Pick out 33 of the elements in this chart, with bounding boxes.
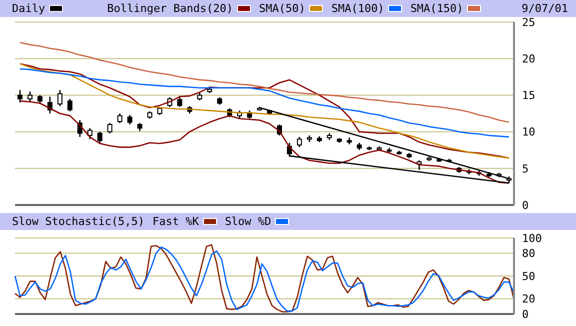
legend-label: SMA(50) bbox=[258, 2, 306, 15]
y-tick-label: 25 bbox=[522, 16, 536, 29]
y-tick-label: 20 bbox=[522, 292, 536, 306]
line-series bbox=[19, 42, 510, 123]
candlestick bbox=[107, 122, 112, 134]
candlestick bbox=[18, 89, 22, 104]
chart-title: Slow Stochastic(5,5) bbox=[12, 215, 144, 228]
y-tick-label: 20 bbox=[522, 52, 536, 66]
chart-title: Daily bbox=[12, 2, 46, 15]
y-tick-label: 50 bbox=[522, 270, 536, 283]
candlestick bbox=[97, 131, 102, 144]
legend-label: Bollinger Bands(20) bbox=[107, 2, 233, 15]
legend-label: Slow %D bbox=[224, 215, 272, 228]
legend-label: Fast %K bbox=[152, 215, 199, 228]
legend-label: SMA(100) bbox=[331, 2, 384, 15]
candlestick bbox=[57, 89, 62, 107]
candlestick bbox=[127, 114, 132, 126]
y-tick-label: 5 bbox=[522, 162, 529, 176]
line-series bbox=[19, 63, 510, 159]
y-tick-label: 80 bbox=[522, 247, 536, 260]
candlestick bbox=[87, 127, 92, 140]
y-tick-label: 0 bbox=[522, 198, 529, 212]
candlestick bbox=[67, 98, 72, 112]
line-series bbox=[19, 68, 510, 138]
y-tick-label: 15 bbox=[522, 89, 536, 102]
text: 9/07/01 bbox=[522, 2, 568, 15]
y-tick-label: 100 bbox=[522, 232, 542, 245]
y-tick-label: 10 bbox=[522, 126, 536, 139]
candlestick bbox=[177, 96, 182, 108]
candlestick bbox=[117, 112, 122, 124]
y-tick-label: 0 bbox=[522, 308, 529, 321]
legend-label: SMA(150) bbox=[410, 2, 464, 15]
candlestick bbox=[296, 136, 302, 148]
